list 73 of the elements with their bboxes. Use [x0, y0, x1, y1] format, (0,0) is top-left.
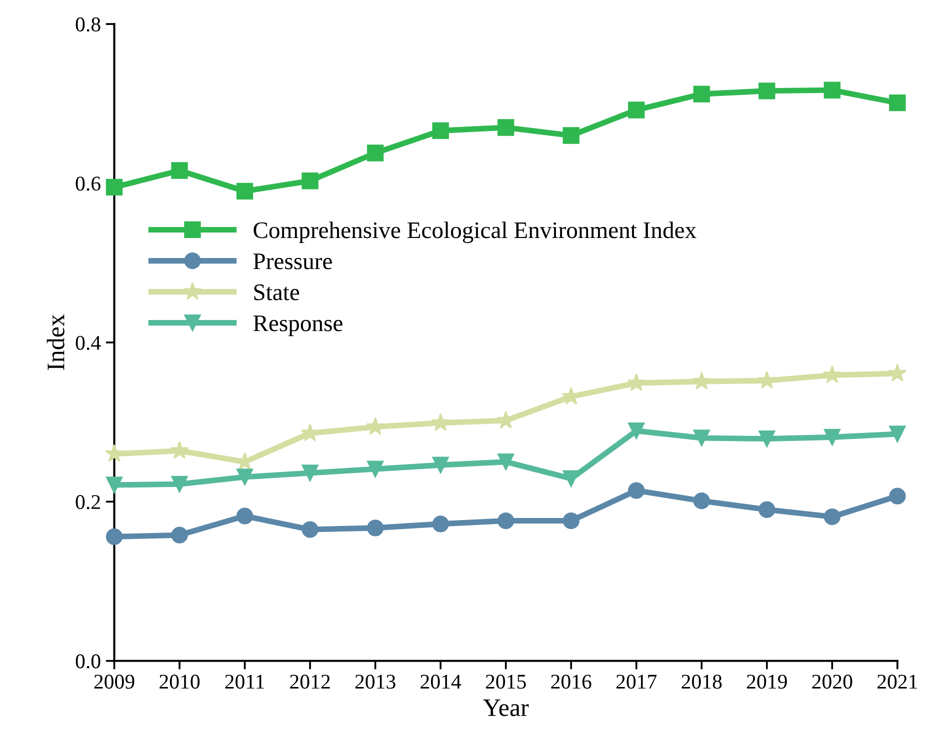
point	[888, 364, 907, 382]
x-tick-label: 2016	[551, 674, 592, 689]
point	[104, 444, 124, 462]
legend-label: Comprehensive Ecological Environment Index	[254, 222, 696, 244]
point	[758, 501, 776, 518]
point	[627, 373, 646, 392]
x-tick-label: 2009	[94, 674, 134, 689]
x-tick-label: 2015	[486, 674, 526, 689]
x-tick-label: 2017	[616, 674, 657, 689]
point	[171, 526, 188, 544]
point	[498, 454, 514, 470]
point	[824, 82, 840, 98]
legend-label: Pressure	[253, 254, 332, 270]
x-tick-label: 2019	[746, 674, 787, 689]
point	[562, 512, 580, 530]
point	[692, 372, 711, 390]
point	[366, 144, 384, 162]
y-tick-label: 0.8	[76, 17, 100, 32]
y-tick-label: 0.2	[76, 495, 100, 510]
point	[432, 516, 449, 532]
y-axis-title: Index	[46, 314, 64, 370]
x-tick-label: 2018	[682, 674, 722, 689]
point	[236, 182, 254, 200]
point	[824, 428, 840, 446]
point	[824, 508, 840, 526]
point	[302, 521, 318, 538]
point	[628, 102, 645, 118]
point	[300, 423, 320, 442]
point	[171, 476, 188, 492]
point	[106, 476, 123, 494]
point	[758, 430, 776, 448]
x-axis-title: Year	[483, 700, 529, 716]
point	[889, 94, 906, 112]
x-tick-label: 2012	[290, 674, 330, 689]
legend-label: Response	[253, 316, 342, 336]
point	[889, 426, 906, 442]
x-tick-label: 2014	[420, 674, 462, 689]
point	[170, 441, 189, 459]
point	[693, 430, 710, 446]
point	[171, 162, 188, 179]
point	[498, 119, 514, 136]
point	[106, 528, 123, 546]
point	[628, 422, 645, 440]
point	[106, 178, 123, 196]
point	[562, 470, 580, 487]
point	[432, 456, 449, 474]
point	[302, 464, 318, 482]
x-tick-label: 2021	[877, 674, 917, 689]
legend-label: State	[254, 284, 300, 300]
point	[628, 482, 645, 499]
point	[889, 488, 906, 504]
point	[758, 370, 776, 389]
point	[431, 413, 450, 431]
point	[366, 520, 384, 536]
x-tick-label: 2013	[355, 674, 396, 689]
y-tick-label: 0.6	[76, 176, 100, 191]
point	[498, 512, 514, 530]
point	[302, 172, 318, 190]
point	[236, 508, 254, 524]
point	[366, 460, 384, 478]
point	[693, 86, 710, 102]
x-tick-label: 2011	[225, 674, 264, 689]
y-tick-label: 0.4	[76, 336, 101, 350]
point	[562, 127, 580, 144]
point	[693, 492, 710, 510]
point	[758, 82, 776, 100]
x-tick-label: 2020	[812, 674, 852, 689]
y-tick-label: 0.0	[76, 654, 100, 668]
x-tick-label: 2010	[160, 674, 200, 689]
point	[366, 417, 385, 435]
point	[822, 365, 842, 384]
point	[432, 122, 449, 140]
point	[236, 468, 254, 486]
